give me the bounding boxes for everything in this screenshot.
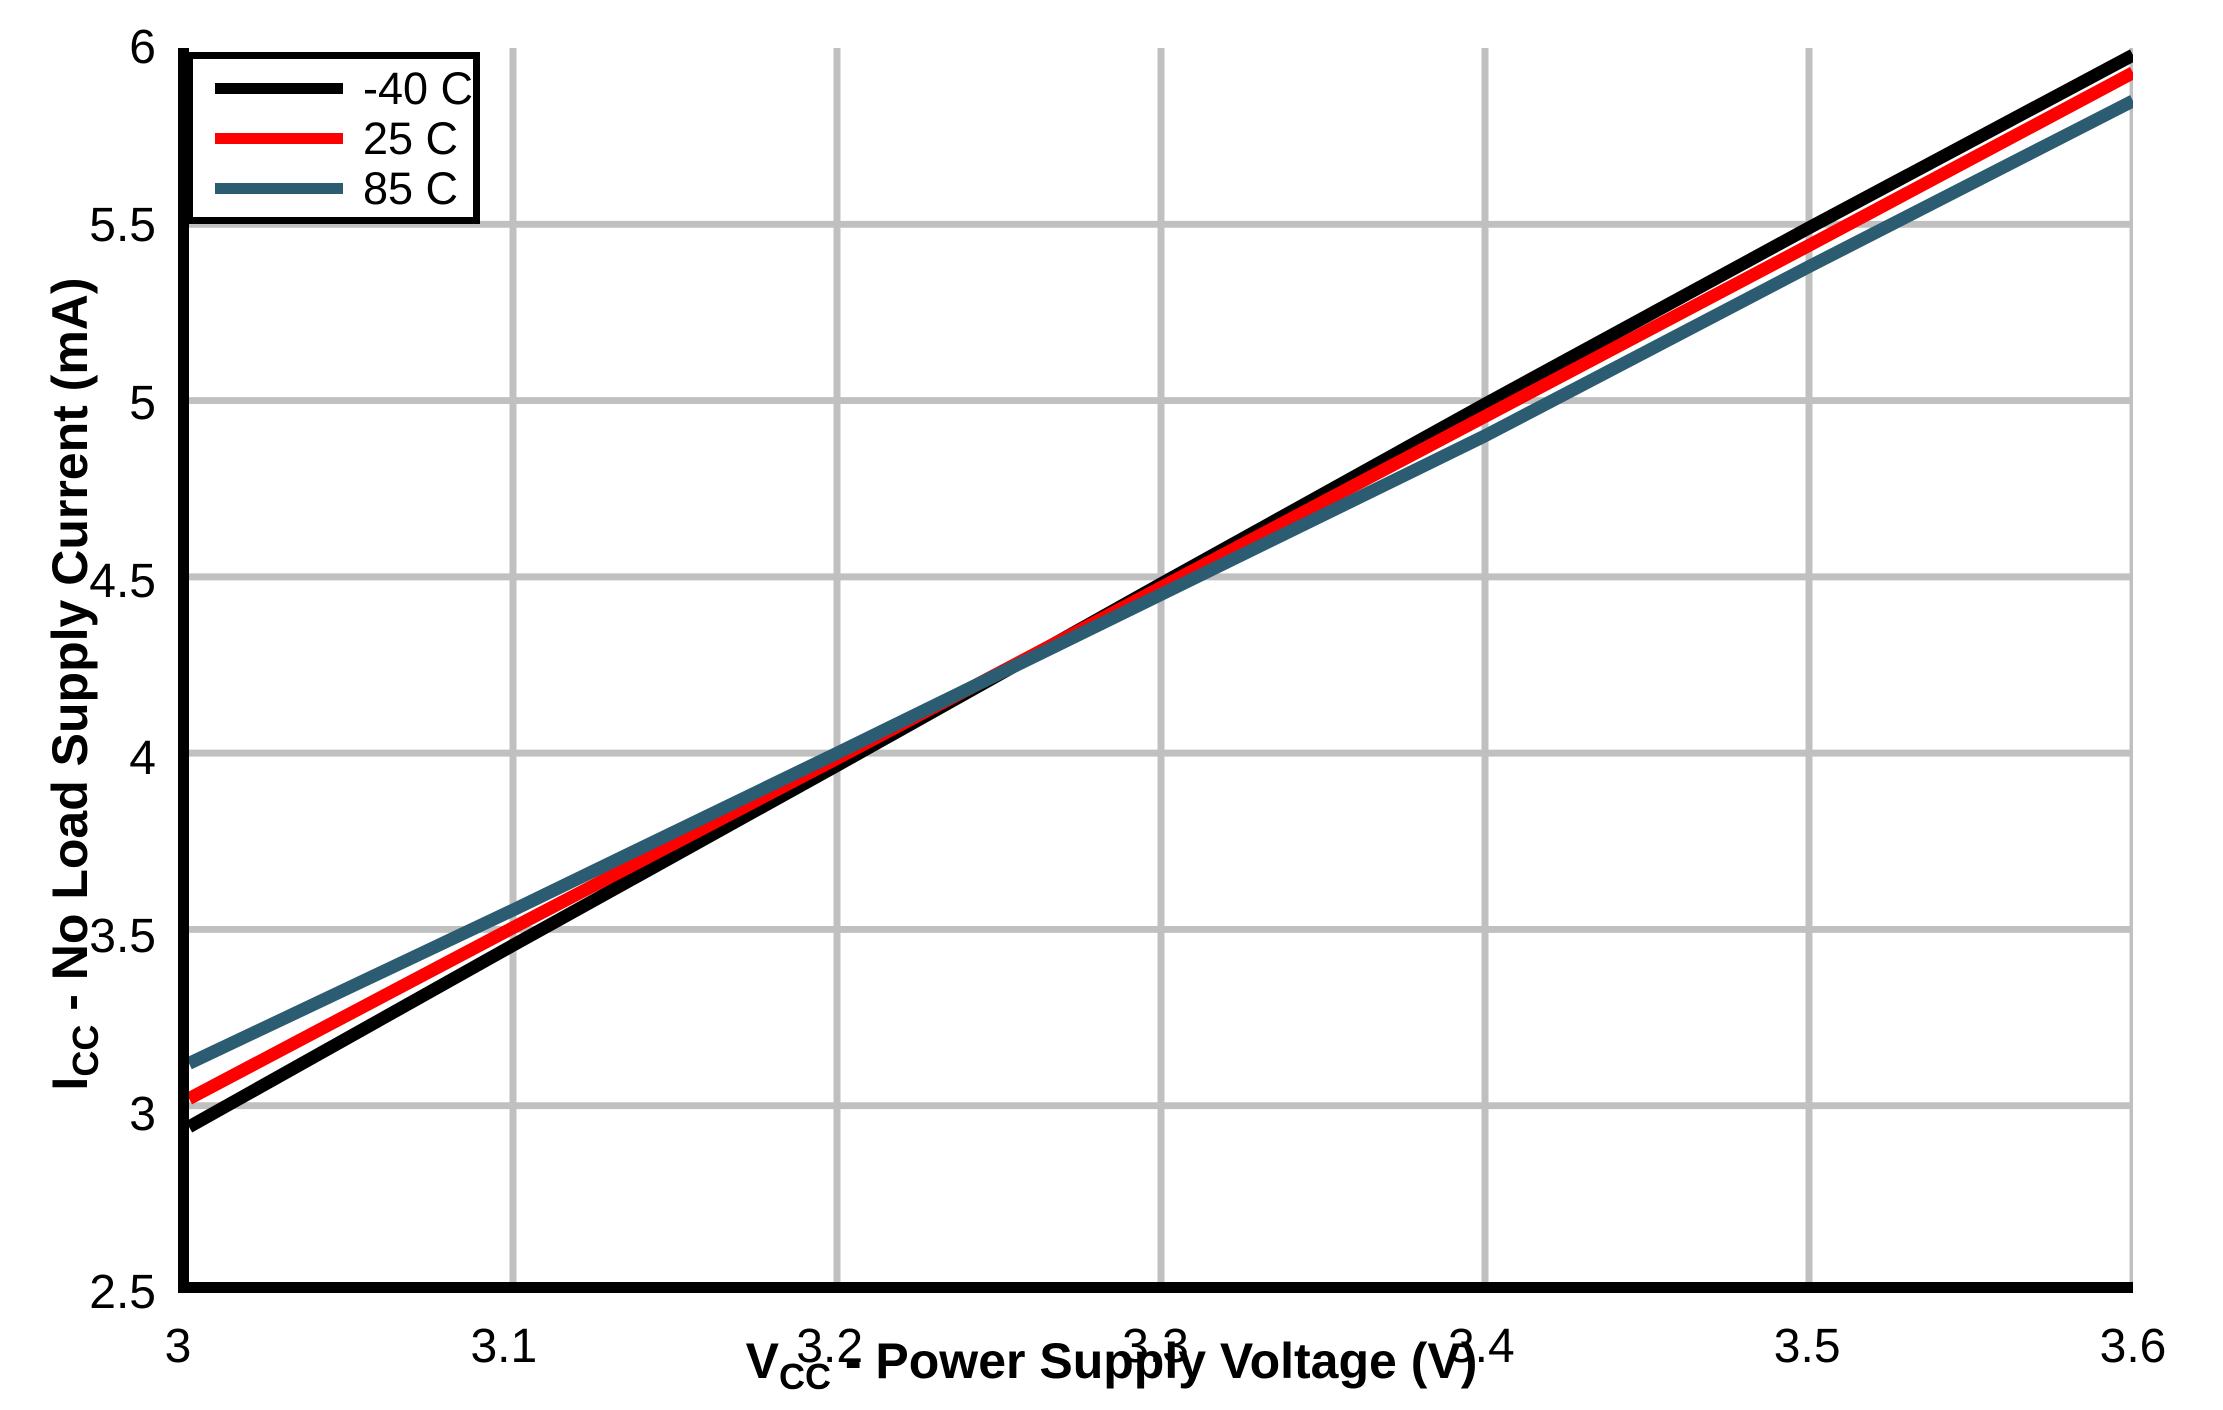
series-line-1 bbox=[189, 66, 2133, 1105]
legend-item: 85 C bbox=[193, 163, 473, 213]
x-axis-title-prefix: V bbox=[745, 1333, 779, 1389]
y-axis-tick-label: 2.5 bbox=[89, 1266, 156, 1319]
x-axis-title: VCC - Power Supply Voltage (V) bbox=[0, 1332, 2223, 1395]
legend-item-label: 85 C bbox=[363, 162, 459, 214]
series-lines bbox=[189, 49, 2133, 1133]
plot-area bbox=[178, 48, 2133, 1293]
y-axis-tick-label: 3 bbox=[129, 1088, 156, 1142]
series-line-2 bbox=[189, 95, 2133, 1070]
x-axis-title-subscript: CC bbox=[778, 1356, 831, 1397]
legend: -40 C 25 C 85 C bbox=[186, 52, 480, 224]
x-axis-tick-label: 3.6 bbox=[2099, 1320, 2167, 1373]
y-axis-tick-label: 4.5 bbox=[89, 554, 156, 608]
x-axis-tick-label: 3.1 bbox=[470, 1320, 538, 1373]
legend-item-label: -40 C bbox=[363, 62, 474, 114]
y-axis-title-prefix: I bbox=[42, 1076, 98, 1091]
y-axis-title: ICC - No Load Supply Current (mA) bbox=[41, 54, 106, 1314]
legend-item-label: 25 C bbox=[363, 112, 459, 164]
y-axis-title-suffix: - No Load Supply Current (mA) bbox=[42, 277, 98, 1025]
y-axis-tick-label: 4 bbox=[129, 732, 156, 786]
x-axis-tick-label: 3 bbox=[164, 1320, 192, 1373]
y-axis-tick-label: 6 bbox=[129, 21, 156, 74]
line-swatch-teal bbox=[215, 182, 343, 194]
legend-item: -40 C bbox=[193, 63, 473, 113]
x-axis-tick-label: 3.4 bbox=[1447, 1320, 1515, 1373]
x-axis-tick-label: 3.3 bbox=[1122, 1320, 1189, 1373]
line-swatch-red bbox=[215, 132, 343, 144]
y-axis-tick-label: 3.5 bbox=[89, 910, 156, 964]
legend-item: 25 C bbox=[193, 113, 473, 163]
line-swatch-black bbox=[215, 82, 343, 94]
y-axis-title-subscript: CC bbox=[65, 1024, 106, 1077]
grid-lines bbox=[189, 48, 2133, 1282]
y-axis-tick-label: 5.5 bbox=[89, 198, 156, 252]
x-axis-title-suffix: - Power Supply Voltage (V) bbox=[830, 1333, 1478, 1389]
x-axis-tick-label: 3.2 bbox=[796, 1320, 864, 1373]
x-axis-tick-label: 3.5 bbox=[1773, 1320, 1841, 1373]
y-axis-tick-label: 5 bbox=[129, 376, 156, 430]
